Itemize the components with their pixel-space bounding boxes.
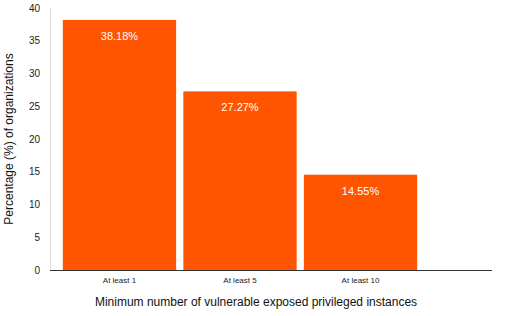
y-axis-title: Percentage (%) of organizations — [2, 53, 16, 224]
y-tick-label: 15 — [29, 166, 41, 177]
y-tick-label: 40 — [29, 3, 41, 14]
y-tick: 40 — [29, 3, 50, 14]
x-tick: At least 5 — [223, 270, 257, 285]
y-axis: 0 5 10 15 20 25 30 35 40 — [29, 3, 51, 276]
x-tick: At least 1 — [103, 270, 137, 285]
x-axis: At least 1 At least 5 At least 10 — [50, 270, 492, 285]
chart: 38.18% 27.27% 14.55% 0 5 10 15 20 25 30 35 40 At lea… — [0, 0, 512, 316]
x-tick-label: At least 10 — [342, 276, 380, 285]
y-tick: 25 — [29, 101, 50, 112]
x-axis-title: Minimum number of vulnerable exposed pri… — [95, 295, 417, 309]
y-tick: 20 — [29, 134, 50, 145]
x-tick-label: At least 5 — [223, 276, 257, 285]
y-tick: 15 — [29, 166, 50, 177]
y-tick: 5 — [34, 232, 50, 243]
y-tick: 10 — [29, 199, 50, 210]
bar — [63, 20, 176, 270]
data-label: 38.18% — [101, 30, 139, 42]
bar — [304, 175, 417, 270]
y-tick-label: 20 — [29, 134, 41, 145]
data-label: 14.55% — [342, 185, 380, 197]
y-tick-label: 35 — [29, 35, 41, 46]
y-tick: 35 — [29, 35, 50, 46]
y-tick: 30 — [29, 68, 50, 79]
data-label: 27.27% — [221, 101, 259, 113]
bars — [63, 20, 417, 270]
y-tick-label: 5 — [34, 232, 40, 243]
y-tick: 0 — [34, 265, 50, 276]
x-tick: At least 10 — [342, 270, 380, 285]
y-tick-label: 25 — [29, 101, 41, 112]
y-tick-label: 0 — [34, 265, 40, 276]
bar — [183, 91, 296, 270]
data-labels: 38.18% 27.27% 14.55% — [101, 30, 380, 197]
y-tick-label: 30 — [29, 68, 41, 79]
x-axis-line — [50, 270, 492, 271]
y-tick-label: 10 — [29, 199, 41, 210]
y-axis-line — [50, 9, 51, 271]
x-tick-label: At least 1 — [103, 276, 137, 285]
